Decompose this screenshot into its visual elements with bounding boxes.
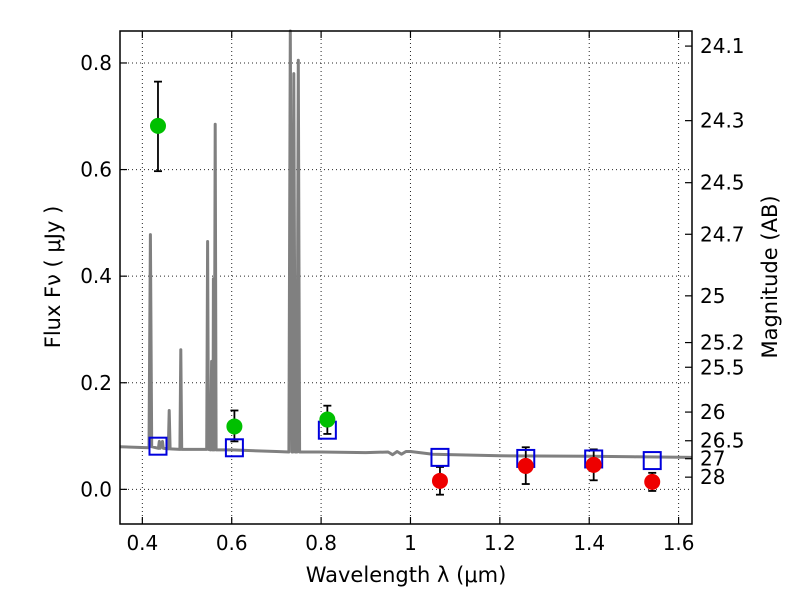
optical-flux-point bbox=[149, 117, 166, 134]
nir-flux-point bbox=[585, 456, 602, 473]
magnitude-tick-label: 24.3 bbox=[700, 109, 745, 133]
nir-flux-point bbox=[431, 472, 448, 489]
spectrum-line bbox=[119, 29, 693, 459]
x-axis-label: Wavelength λ (μm) bbox=[306, 563, 507, 587]
y-axis-ticks: 0.0 0.2 0.4 0.6 0.8 bbox=[80, 51, 127, 501]
plot-frame bbox=[119, 30, 693, 525]
nir-flux-point bbox=[517, 457, 534, 474]
magnitude-tick-label: 25 bbox=[700, 284, 725, 308]
magnitude-tick-label: 26.5 bbox=[700, 429, 745, 453]
x-tick-label: 1.4 bbox=[573, 531, 605, 555]
magnitude-tick-label: 27 bbox=[700, 447, 725, 471]
magnitude-tick-label: 24.7 bbox=[700, 222, 745, 246]
x-tick-label: 0.4 bbox=[126, 531, 158, 555]
model-flux-square bbox=[642, 451, 662, 471]
magnitude-tick-label: 25.5 bbox=[700, 355, 745, 379]
y-tick-label: 0.6 bbox=[80, 158, 112, 182]
y-tick-label: 0.2 bbox=[80, 371, 112, 395]
data-points-layer bbox=[148, 80, 662, 496]
x-axis-ticks: 0.4 0.6 0.8 1 1.2 1.4 1.6 bbox=[126, 31, 695, 555]
magnitude-tick-label: 25.2 bbox=[700, 331, 745, 355]
grid bbox=[120, 31, 692, 524]
magnitude-tick-label: 24.5 bbox=[700, 171, 745, 195]
y-tick-label: 0.4 bbox=[80, 264, 112, 288]
magnitude-tick-label: 28 bbox=[700, 465, 725, 489]
x-tick-label: 1.6 bbox=[663, 531, 695, 555]
magnitude-tick-label: 24.1 bbox=[700, 34, 745, 58]
model-flux-square bbox=[224, 438, 244, 458]
x-tick-label: 0.6 bbox=[216, 531, 248, 555]
spectrum-layer bbox=[119, 29, 693, 459]
model-flux-square bbox=[148, 436, 168, 456]
y-tick-label: 0.8 bbox=[80, 51, 112, 75]
model-flux-square bbox=[430, 447, 450, 467]
magnitude-tick-label: 26 bbox=[700, 400, 725, 424]
x-tick-label: 1 bbox=[404, 531, 417, 555]
y-tick-label: 0.0 bbox=[80, 477, 112, 501]
magnitude-axis-label: Magnitude (AB) bbox=[758, 195, 782, 358]
y-axis-label: Flux Fν ( μJy ) bbox=[41, 206, 65, 349]
optical-flux-point bbox=[226, 418, 243, 435]
optical-flux-point bbox=[319, 411, 336, 428]
x-tick-label: 1.2 bbox=[484, 531, 516, 555]
x-tick-label: 0.8 bbox=[305, 531, 337, 555]
nir-flux-point bbox=[644, 473, 661, 490]
